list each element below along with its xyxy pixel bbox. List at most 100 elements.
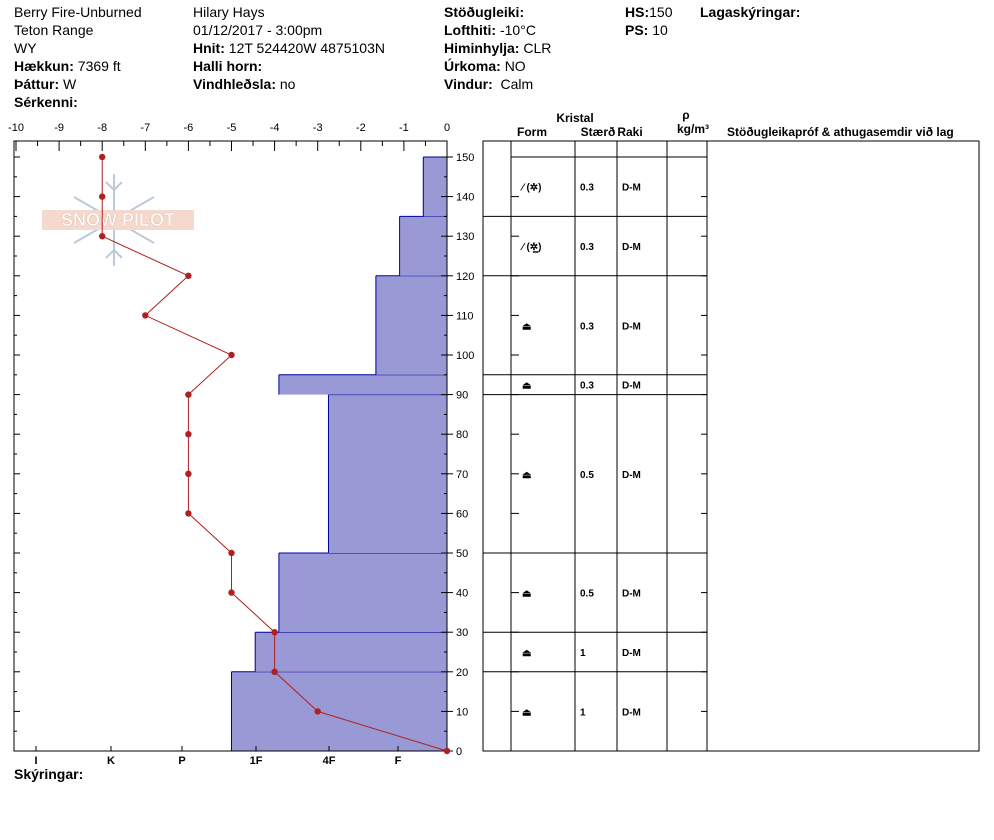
sky-cover-label: Himinhylja: [444,40,520,56]
wind-value: Calm [500,76,534,92]
temperature-point [185,431,192,438]
pit-depth: PS: 10 [625,21,668,39]
height-tick-label: 20 [456,667,468,679]
temperature-line [101,157,448,752]
layer-size: 0.5 [580,470,594,481]
observation-datetime: 01/12/2017 - 3:00pm [193,22,323,38]
height-tick-label: 90 [456,390,468,402]
aspect-label: Þáttur: [14,76,60,92]
layer-form: ⏏ [522,381,532,392]
hardness-bar [255,632,447,672]
hardness-tick-label: I [34,755,37,767]
temperature-profile [99,153,451,755]
wetness-header: Raki [617,125,642,139]
elevation-label: Hækkun: [14,58,74,74]
temp-tick-label: 0 [444,122,450,134]
hardness-tick-label: K [107,755,115,767]
kristal-header: Kristal [556,111,593,125]
layer-form: ⏏ [522,648,532,659]
coordinates: Hnit: 12T 524420W 4875103N [193,39,385,57]
snow-height-label: HS: [625,4,650,20]
layer-wetness: D-M [622,707,641,718]
temperature-point [271,668,278,675]
temp-tick-label: -3 [313,122,323,134]
temperature-point [185,470,192,477]
height-tick-label: 40 [456,588,468,600]
mountain-range: Teton Range [14,22,94,38]
hardness-bar [375,275,447,375]
location-name: Berry Fire-Unburned [14,4,142,20]
temperature-point [271,629,278,636]
elevation-value: 7369 ft [77,58,121,74]
layer-size: 1 [580,648,586,659]
temp-tick-label: -8 [97,122,107,134]
chart-axes: -10 -9 -8 -7 -6 -5 -4 -3 -2 -1 0010203040506070809… [8,122,474,767]
layer-wetness: D-M [622,470,641,481]
plot-frame [13,140,448,752]
slope-angle-label: Halli horn: [193,58,263,74]
layer-form: ⏏ [522,707,532,718]
layer-size: 0.3 [580,381,594,392]
temp-tick-label: -9 [54,122,64,134]
air-temperature-label: Lofthiti: [444,22,497,38]
hardness-bar [423,157,447,217]
layer-form: ⏏ [522,470,532,481]
temp-tick-label: -7 [140,122,150,134]
hardness-bar [328,394,447,553]
temperature-point [228,589,235,596]
snow-height-value: 150 [649,4,673,20]
layer-size: 0.5 [580,589,594,600]
layer-wetness: D-M [622,183,641,194]
wind-label: Vindur: [444,76,493,92]
layer-size: 0.3 [580,183,594,194]
hardness-tick-label: F [395,755,402,767]
height-tick-label: 60 [456,508,468,520]
layer-wetness: D-M [622,321,641,332]
height-tick-label: 10 [456,706,468,718]
precipitation: Úrkoma: NO [444,57,526,75]
layer-form: ⁄ (✲) [520,183,542,194]
pit-depth-label: PS: [625,22,649,38]
slope-angle: Halli horn: [193,57,262,75]
comments-header: Stöðugleikapróf & athugasemdir við lag [727,125,954,139]
temp-tick-label: -2 [356,122,366,134]
logo-text: SNOW PILOT [61,210,175,230]
temperature-point [314,708,321,715]
temp-tick-label: -1 [399,122,409,134]
wind-loading-value: no [279,76,296,92]
coordinates-value: 12T 524420W 4875103N [228,40,385,56]
height-tick-label: 80 [456,429,468,441]
aspect: Þáttur: W [14,75,76,93]
stability: Stöðugleiki: [444,3,524,21]
wind: Vindur: Calm [444,75,533,93]
wind-loading-label: Vindhleðsla: [193,76,276,92]
sky-cover-value: CLR [523,40,552,56]
height-tick-label: 50 [456,548,468,560]
layer-wetness: D-M [622,648,641,659]
temperature-point [228,549,235,557]
air-temperature: Lofthiti: -10°C [444,21,536,39]
height-tick-label: 110 [456,310,474,322]
temperature-point [185,391,192,398]
height-tick-label: 140 [456,192,474,204]
temperature-point [228,351,235,359]
hardness-profile [231,156,447,751]
coordinates-label: Hnit: [193,40,225,56]
notes: Skýringar: [14,765,83,783]
precipitation-value: NO [504,58,526,74]
temperature-point [99,233,106,240]
height-tick-label: 100 [456,350,474,362]
snow-height: HS:150 [625,3,672,21]
temperature-point [99,153,106,161]
precipitation-label: Úrkoma: [444,58,501,74]
layer-wetness: D-M [622,381,641,392]
height-tick-label: 0 [456,746,462,758]
temperature-point [443,747,451,755]
layer-form: ⏏ [522,321,532,332]
air-temperature-value: -10°C [499,22,536,38]
features: Sérkenni: [14,93,78,111]
hardness-bar [278,553,447,633]
elevation: Hækkun: 7369 ft [14,57,121,75]
density-symbol: ρ [682,108,689,122]
